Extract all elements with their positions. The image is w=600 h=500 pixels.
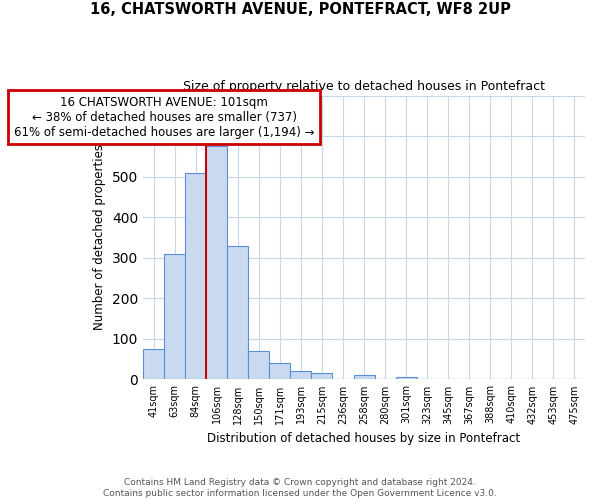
Bar — [395, 376, 416, 380]
Bar — [185, 172, 206, 380]
Bar — [143, 349, 164, 380]
Bar — [248, 351, 269, 380]
Bar — [206, 146, 227, 380]
Bar — [311, 374, 332, 380]
Bar — [227, 246, 248, 380]
Text: 16 CHATSWORTH AVENUE: 101sqm
← 38% of detached houses are smaller (737)
61% of s: 16 CHATSWORTH AVENUE: 101sqm ← 38% of de… — [14, 96, 314, 138]
Bar — [290, 372, 311, 380]
Bar — [164, 254, 185, 380]
Bar — [353, 374, 374, 380]
Title: Size of property relative to detached houses in Pontefract: Size of property relative to detached ho… — [183, 80, 545, 93]
Text: 16, CHATSWORTH AVENUE, PONTEFRACT, WF8 2UP: 16, CHATSWORTH AVENUE, PONTEFRACT, WF8 2… — [89, 2, 511, 18]
Bar — [269, 363, 290, 380]
Y-axis label: Number of detached properties: Number of detached properties — [94, 144, 106, 330]
Text: Contains HM Land Registry data © Crown copyright and database right 2024.
Contai: Contains HM Land Registry data © Crown c… — [103, 478, 497, 498]
X-axis label: Distribution of detached houses by size in Pontefract: Distribution of detached houses by size … — [208, 432, 521, 445]
